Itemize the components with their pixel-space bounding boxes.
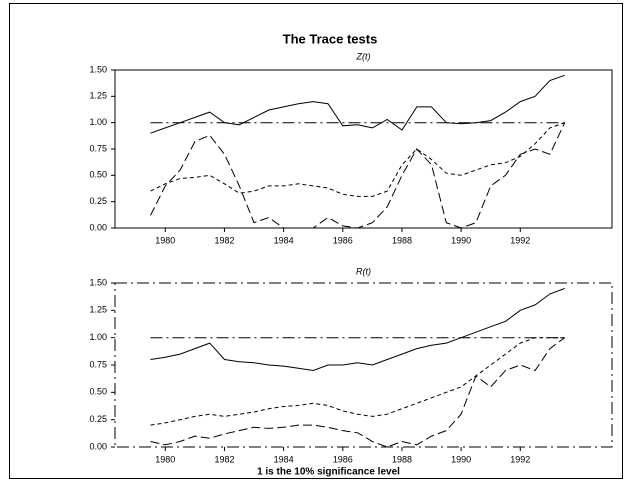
x-tick-label: 1986 (333, 235, 353, 245)
plot-frame (114, 282, 613, 448)
x-tick-label: 1986 (333, 454, 353, 464)
x-tick-label: 1982 (214, 235, 234, 245)
x-tick-label: 1992 (510, 454, 530, 464)
x-axis-label: 1 is the 10% significance level (257, 467, 400, 478)
y-tick-label: 0.25 (89, 414, 107, 424)
y-tick-label: 0.75 (89, 143, 107, 153)
x-tick-label: 1982 (214, 454, 234, 464)
x-tick-label: 1988 (392, 235, 412, 245)
y-tick-label: 0.00 (89, 441, 107, 451)
x-tick-label: 1992 (510, 235, 530, 245)
x-tick-label: 1990 (451, 454, 471, 464)
y-tick-label: 0.50 (89, 170, 107, 180)
x-tick-label: 1988 (392, 454, 412, 464)
y-tick-label: 0.75 (89, 359, 107, 369)
x-tick-label: 1984 (274, 454, 294, 464)
series-line (150, 122, 566, 229)
x-tick-label: 1990 (451, 235, 471, 245)
figure-title: The Trace tests (283, 31, 378, 46)
x-tick-label: 1984 (274, 235, 294, 245)
y-tick-label: 0.00 (89, 222, 107, 232)
y-tick-label: 1.00 (89, 332, 107, 342)
x-tick-label: 1980 (155, 235, 175, 245)
y-tick-label: 1.50 (89, 277, 107, 287)
y-tick-label: 0.25 (89, 196, 107, 206)
series-line (150, 288, 565, 372)
y-tick-label: 1.25 (89, 91, 107, 101)
y-tick-label: 1.50 (89, 64, 107, 74)
series-line (150, 337, 565, 426)
y-tick-label: 0.50 (89, 387, 107, 397)
y-tick-label: 1.25 (89, 305, 107, 315)
y-tick-label: 1.00 (89, 117, 107, 127)
subplot-title: Z(t) (356, 51, 371, 61)
series-line (150, 74, 565, 134)
subplot-title: R(t) (356, 266, 371, 276)
outer-border (9, 3, 623, 479)
x-tick-label: 1980 (155, 454, 175, 464)
series-line (150, 122, 565, 197)
series-line (150, 337, 565, 448)
